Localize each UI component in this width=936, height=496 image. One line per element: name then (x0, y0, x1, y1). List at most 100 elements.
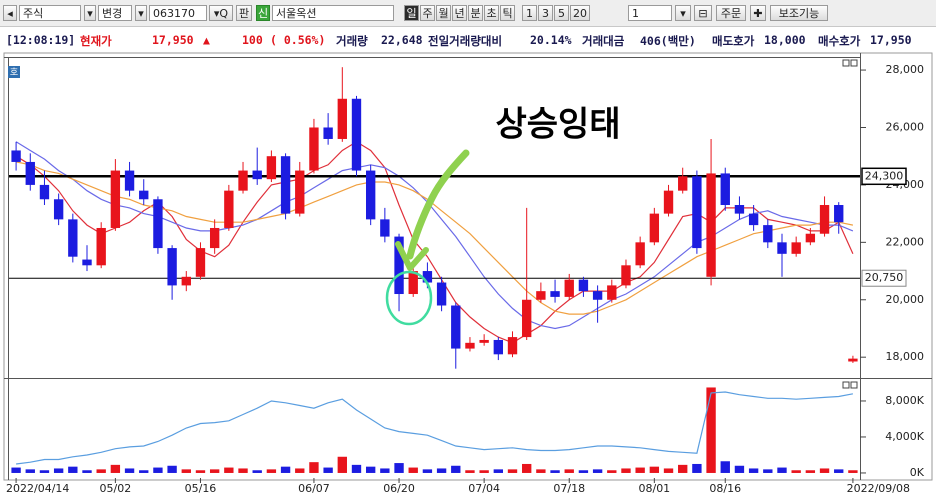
volume-bar (720, 461, 730, 473)
indicator-button[interactable]: 보조기능 (770, 5, 828, 21)
panel-icon[interactable] (850, 59, 858, 67)
period-button[interactable]: 3 (538, 5, 553, 21)
candle-body (39, 184, 50, 200)
icon-button[interactable]: ⊟ (694, 5, 712, 21)
period-button[interactable]: 초 (484, 5, 499, 21)
price: 17,950 (152, 33, 194, 47)
candle-body (295, 170, 305, 214)
volume-bar (351, 464, 362, 473)
candle-body (181, 276, 191, 286)
candle-body (337, 98, 347, 139)
search-button[interactable]: ▾Q (209, 5, 233, 21)
period-button[interactable]: 분 (468, 5, 483, 21)
volume-bar (536, 469, 546, 473)
dropdown[interactable]: ▾ (84, 5, 96, 21)
volume-bar (791, 470, 801, 473)
volume-bar (394, 463, 404, 473)
panel-badge-box (8, 66, 20, 78)
panel-icon[interactable] (842, 59, 850, 67)
volume-bar (706, 387, 716, 473)
plot-layer: 28,00026,00024,00022,00020,00018,00024,3… (6, 63, 925, 495)
market-select[interactable]: 주식 (19, 5, 81, 21)
candle-body (564, 279, 574, 297)
panel-icon[interactable] (842, 381, 850, 389)
icon-button[interactable]: ▾ (675, 5, 691, 21)
volume-bar (224, 467, 234, 473)
candle-body (209, 227, 220, 249)
volume-bar (592, 469, 603, 473)
change-button[interactable]: 변경 (98, 5, 132, 21)
volume-bar (635, 467, 645, 473)
volume-bar (678, 464, 688, 473)
period-button[interactable]: 월 (436, 5, 451, 21)
prev-volume-label: 전일거래량대비 (428, 34, 503, 48)
candle-body (819, 205, 830, 234)
candle-body (167, 248, 177, 286)
volume-bar (578, 470, 589, 473)
candle-body (365, 170, 376, 220)
volume-bar (422, 469, 433, 473)
add-button[interactable]: ✚ (750, 5, 766, 21)
period-button[interactable]: 1 (522, 5, 537, 21)
candle-body (763, 225, 773, 243)
x-tick-label: 07/18 (553, 482, 585, 495)
period-button[interactable]: 주 (420, 5, 435, 21)
volume-bar (692, 463, 702, 473)
candle-body (309, 127, 319, 171)
code-input[interactable]: 063170 (149, 5, 207, 21)
candle-body (834, 205, 844, 223)
bid-label: 매수호가 (818, 34, 861, 48)
volume-bar (252, 470, 262, 473)
candle-body (678, 176, 688, 191)
order-button[interactable]: 주문 (716, 5, 746, 21)
time: [12:08:19] (6, 33, 76, 47)
candle-body (280, 156, 291, 214)
volume-bar (493, 469, 504, 473)
nav-button[interactable]: ◂ (3, 5, 17, 21)
volume-bar (748, 468, 759, 473)
x-tick-label: 07/04 (468, 482, 500, 495)
volume-bar (663, 468, 674, 473)
volume-bar (82, 470, 92, 473)
volume-bar (25, 469, 35, 473)
volume-bar (607, 470, 617, 473)
ask: 18,000 (764, 33, 806, 47)
candle-body (635, 242, 645, 266)
candle-body (748, 213, 759, 226)
reference-label-box (861, 269, 907, 287)
volume-bar (649, 466, 660, 473)
dropdown[interactable]: ▾ (135, 5, 147, 21)
period-button[interactable]: 년 (452, 5, 467, 21)
candle-body (465, 342, 475, 349)
candle-body (578, 279, 589, 292)
volume-bar (408, 467, 418, 473)
candle-body (153, 199, 163, 249)
x-tick-label: 2022/09/08 (847, 482, 910, 495)
x-tick-label: 08/01 (638, 482, 670, 495)
period-button[interactable]: 5 (554, 5, 569, 21)
candle-body (110, 170, 121, 228)
period-button[interactable]: 일 (404, 5, 419, 21)
panel-icon[interactable] (850, 381, 858, 389)
y-tick-label: 4,000K (885, 430, 924, 443)
candle-body (720, 173, 730, 206)
candle-body (791, 242, 801, 254)
period-button[interactable]: 틱 (500, 5, 515, 21)
period-button[interactable]: 20 (570, 5, 590, 21)
x-tick-label: 05/16 (185, 482, 217, 495)
candle-body (592, 291, 603, 300)
change: 100 (242, 33, 263, 47)
board-button[interactable]: 판 (236, 5, 252, 21)
candle-body (25, 161, 35, 185)
candle-body (649, 213, 660, 243)
x-tick-label: 2022/04/14 (6, 482, 69, 495)
candle-body (451, 305, 461, 349)
info-bar: [12:08:19] 현재가 17,950 ▲ 100 ( 0.56%) 거래량… (0, 27, 936, 51)
volume-bar (479, 470, 489, 473)
volume-label: 거래량 (336, 34, 368, 48)
candle-body (805, 233, 816, 243)
prev-volume-ratio: 20.14% (530, 33, 572, 47)
y-tick-label: 22,000 (886, 235, 925, 248)
count-input[interactable]: 1 (628, 5, 672, 21)
